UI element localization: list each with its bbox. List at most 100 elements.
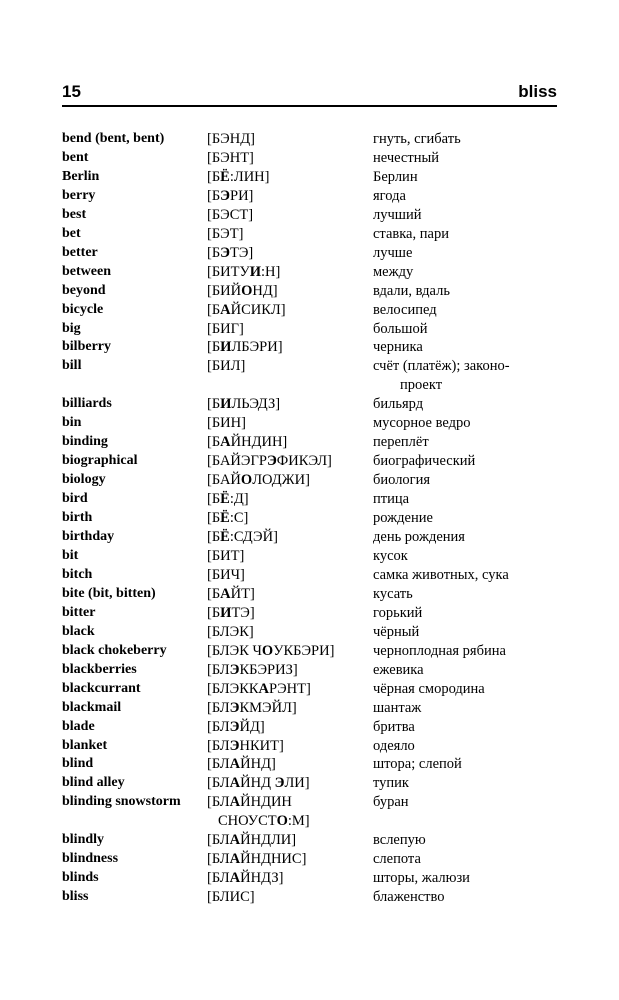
entry-headword: blackmail (62, 699, 122, 715)
entry-headword: bliss (62, 889, 89, 905)
entry-transcription: [БЛАЙНДНИС] (207, 851, 307, 868)
entry-row: blackcurrant [БЛЭККАРЭНТ] чёрная смородина (62, 680, 582, 699)
entry-transcription: [БАЙНДИН] (207, 434, 288, 451)
entry-row: blinding snowstorm [БЛАЙНДИН СНОУСТО:М] бур… (62, 793, 582, 831)
entry-transcription: [БЭТ] (207, 225, 244, 242)
entry-transcription: [БЁ:ЛИН] (207, 168, 270, 185)
entry-headword: bitter (62, 604, 96, 620)
entry-headword: best (62, 206, 87, 222)
entry-transcription: [БЛЭКБЭРИЗ] (207, 661, 298, 678)
entry-row: bent [БЭНТ] нечестный (62, 149, 582, 168)
entry-row: birth [БЁ:С] рождение (62, 509, 582, 528)
entry-row: blind alley [БЛАЙНД ЭЛИ] тупик (62, 774, 582, 793)
entry-row: birthday [БЁ:СДЭЙ] день рождения (62, 528, 582, 547)
entry-transcription: [БЛЭНКИТ] (207, 737, 284, 754)
entry-headword: blinding snowstorm (62, 794, 181, 810)
entry-row: billiards [БИЛЬЭДЗ] бильярд (62, 395, 582, 414)
entry-translation: вслепую (373, 832, 426, 849)
entry-translation: бритва (373, 718, 415, 735)
entry-headword: birthday (62, 529, 115, 545)
entry-transcription: [БЛЭК] (207, 623, 254, 640)
entry-row: bill [БИЛ] счёт (платёж); законо-проект (62, 357, 582, 395)
entry-row: bite (bit, bitten) [БАЙТ] кусать (62, 585, 582, 604)
page-number: 15 (62, 82, 81, 101)
entry-transcription: [БЭСТ] (207, 206, 254, 223)
entry-translation: птица (373, 491, 410, 508)
entry-headword: blindly (62, 832, 105, 848)
entry-translation: кусать (373, 585, 413, 602)
entry-translation: ягода (373, 187, 406, 204)
entry-transcription: [БЛЭК ЧОУКБЭРИ] (207, 642, 335, 659)
entry-translation: кусок (373, 547, 408, 564)
entry-transcription: [БЭРИ] (207, 187, 254, 204)
entry-row: beyond [БИЙОНД] вдали, вдаль (62, 282, 582, 301)
entry-row: big [БИГ] большой (62, 320, 582, 339)
entry-headword: Berlin (62, 168, 100, 184)
entry-headword: better (62, 244, 98, 260)
entry-row: bird [БЁ:Д] птица (62, 490, 582, 509)
entry-translation: слепота (373, 851, 421, 868)
entry-headword: bitch (62, 566, 93, 582)
entry-translation: одеяло (373, 737, 415, 754)
entry-headword: bite (bit, bitten) (62, 585, 156, 601)
entry-transcription: [БИЧ] (207, 566, 245, 583)
entry-row: blindness [БЛАЙНДНИС] слепота (62, 850, 582, 869)
entry-transcription: [БЛЭККАРЭНТ] (207, 680, 311, 697)
entry-translation: шантаж (373, 699, 422, 716)
entry-headword: billiards (62, 396, 112, 412)
entry-transcription: [БИЛ] (207, 358, 246, 375)
entry-row: blind [БЛАЙНД] штора; слепой (62, 755, 582, 774)
entry-headword: blade (62, 718, 95, 734)
entry-row: best [БЭСТ] лучший (62, 206, 582, 225)
entry-headword: beyond (62, 282, 106, 298)
entry-transcription: [БИЛЬЭДЗ] (207, 396, 281, 413)
entry-headword: bicycle (62, 301, 104, 317)
entry-row: black [БЛЭК] чёрный (62, 623, 582, 642)
entry-row: black chokeberry [БЛЭК ЧОУКБЭРИ] черноплод… (62, 642, 582, 661)
entry-row: biographical [БАЙЭГРЭФИКЭЛ] биографический (62, 452, 582, 471)
guide-word: bliss (518, 82, 557, 101)
entry-translation: большой (373, 320, 428, 337)
entry-translation: переплёт (373, 434, 429, 451)
entry-headword: bilberry (62, 339, 111, 355)
entry-translation: вдали, вдаль (373, 282, 450, 299)
entry-headword: biology (62, 472, 106, 488)
entry-translation: мусорное ведро (373, 415, 471, 432)
entry-translation: между (373, 263, 414, 280)
entry-transcription: [БЁ:С] (207, 510, 249, 527)
entry-headword: black (62, 623, 95, 639)
entry-row: binding [БАЙНДИН] переплёт (62, 433, 582, 452)
entry-row: bet [БЭТ] ставка, пари (62, 225, 582, 244)
entry-transcription: [БИЙОНД] (207, 282, 278, 299)
entry-transcription: [БИТ] (207, 547, 245, 564)
entry-translation: черника (373, 339, 423, 356)
entry-headword: black chokeberry (62, 642, 167, 658)
page-header: 15 bliss (62, 83, 557, 107)
entry-headword: big (62, 320, 81, 336)
entry-headword: blanket (62, 737, 108, 753)
entry-transcription: [БАЙОЛОДЖИ] (207, 472, 310, 489)
entry-transcription: [БЭТЭ] (207, 244, 254, 261)
entry-translation: ставка, пари (373, 225, 449, 242)
entry-translation: нечестный (373, 149, 439, 166)
entry-translation: биология (373, 472, 431, 489)
entry-row: bitter [БИТЭ] горький (62, 604, 582, 623)
entry-row: bicycle [БАЙСИКЛ] велосипед (62, 301, 582, 320)
entry-transcription: [БАЙТ] (207, 585, 255, 602)
entry-transcription: [БЭНД] (207, 131, 255, 147)
entry-translation: блаженство (373, 889, 445, 906)
entry-row: blackmail [БЛЭКМЭЙЛ] шантаж (62, 699, 582, 718)
entry-translation: бильярд (373, 396, 424, 413)
entry-row: blackberries [БЛЭКБЭРИЗ] ежевика (62, 661, 582, 680)
entry-translation: день рождения (373, 529, 465, 546)
entry-translation: гнуть, сгибать (373, 131, 461, 147)
entry-transcription: [БЛАЙНДЛИ] (207, 832, 297, 849)
entry-headword: binding (62, 434, 108, 450)
entry-transcription: [БИТУИ:Н] (207, 263, 281, 280)
entry-row: blanket [БЛЭНКИТ] одеяло (62, 737, 582, 756)
entry-row: bilberry [БИЛБЭРИ] черника (62, 338, 582, 357)
entry-transcription: [БЛЭЙД] (207, 718, 265, 735)
entry-transcription: [БЛАЙНД ЭЛИ] (207, 775, 310, 792)
entry-headword: blind alley (62, 775, 125, 791)
